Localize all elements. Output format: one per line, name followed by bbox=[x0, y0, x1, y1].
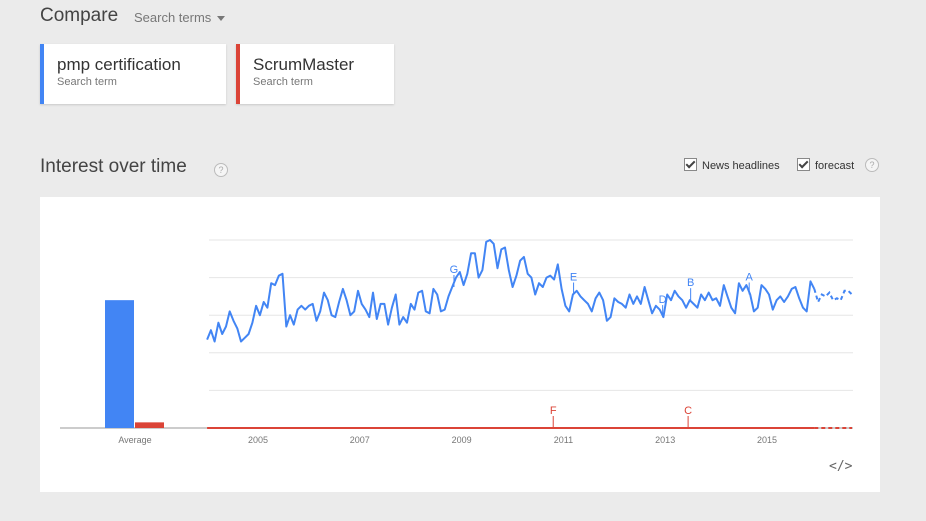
term-card-scrummaster[interactable]: ScrumMaster Search term bbox=[236, 44, 394, 104]
term-color-stripe bbox=[40, 44, 44, 104]
interest-chart: Average 2005 2007 2009 2011 2013 2015 G E D B A F C bbox=[60, 239, 853, 445]
checkbox-checked-icon[interactable] bbox=[684, 158, 697, 171]
average-label: Average bbox=[118, 435, 151, 445]
series-line bbox=[206, 239, 816, 343]
news-headlines-toggle[interactable]: News headlines bbox=[684, 158, 780, 172]
term-card-pmp-certification[interactable]: pmp certification Search term bbox=[40, 44, 226, 104]
average-bar bbox=[135, 422, 164, 428]
annotation-label: D bbox=[659, 294, 667, 306]
forecast-help-icon[interactable]: ? bbox=[865, 158, 879, 172]
help-icon[interactable]: ? bbox=[214, 163, 228, 177]
annotation-label: F bbox=[550, 405, 557, 417]
annotation-label: A bbox=[746, 272, 754, 284]
compare-title: Compare bbox=[40, 5, 119, 26]
x-tick-label: 2013 bbox=[655, 435, 675, 445]
annotation-label: B bbox=[687, 277, 694, 289]
term-name: pmp certification bbox=[57, 55, 181, 74]
x-tick-label: 2009 bbox=[452, 435, 472, 445]
x-tick-label: 2011 bbox=[554, 435, 573, 445]
x-tick-label: 2007 bbox=[350, 435, 370, 445]
search-terms-label: Search terms bbox=[134, 10, 212, 25]
term-type: Search term bbox=[253, 76, 313, 88]
average-bar bbox=[105, 300, 134, 428]
interest-chart-panel: Average 2005 2007 2009 2011 2013 2015 G E D B A F C <… bbox=[40, 197, 880, 492]
x-tick-label: 2005 bbox=[248, 435, 268, 445]
forecast-label: forecast bbox=[815, 160, 855, 172]
search-terms-dropdown[interactable]: Search terms bbox=[134, 10, 226, 25]
interest-over-time-title: Interest over time bbox=[40, 156, 187, 177]
term-type: Search term bbox=[57, 76, 117, 88]
caret-down-icon bbox=[217, 16, 226, 22]
term-color-stripe bbox=[236, 44, 240, 104]
series-forecast-line bbox=[813, 288, 853, 305]
embed-code-icon[interactable]: </> bbox=[829, 459, 853, 474]
term-name: ScrumMaster bbox=[253, 55, 355, 74]
annotation-label: G bbox=[450, 264, 459, 276]
annotation-label: E bbox=[570, 272, 577, 284]
forecast-toggle[interactable]: forecast bbox=[797, 158, 854, 172]
news-headlines-label: News headlines bbox=[702, 160, 780, 172]
annotation-label: C bbox=[684, 405, 692, 417]
x-tick-label: 2015 bbox=[757, 435, 777, 445]
checkbox-checked-icon[interactable] bbox=[797, 158, 810, 171]
